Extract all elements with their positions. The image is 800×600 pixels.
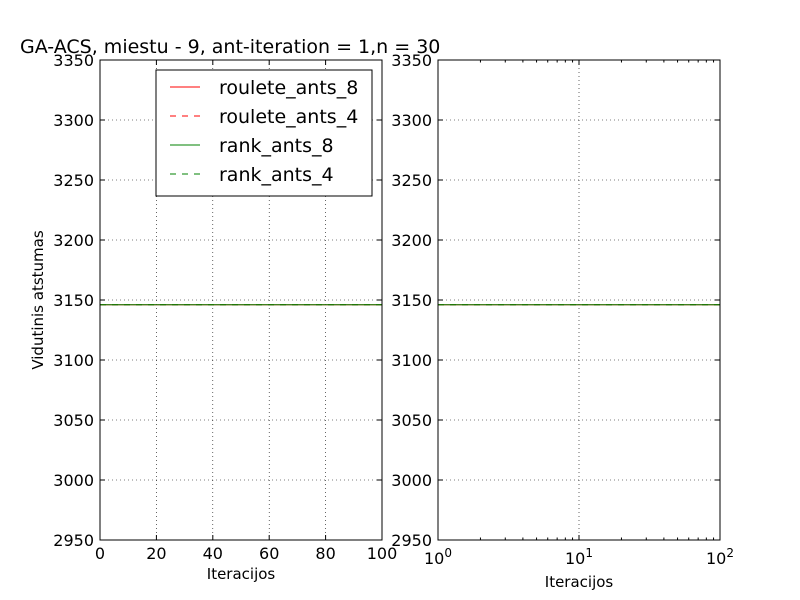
left-y-tick-label: 2950 xyxy=(53,531,94,550)
chart-title: GA-ACS, miestu - 9, ant-iteration = 1,n … xyxy=(20,36,440,58)
right-y-tick-label: 2950 xyxy=(391,531,432,550)
right-y-tick-label: 3050 xyxy=(391,411,432,430)
right-y-tick-label: 3250 xyxy=(391,171,432,190)
left-y-tick-label: 3350 xyxy=(53,51,94,70)
left-y-tick-label: 3150 xyxy=(53,291,94,310)
left-x-tick-label: 60 xyxy=(259,544,279,563)
left-y-tick-label: 3050 xyxy=(53,411,94,430)
left-x-tick-label: 20 xyxy=(146,544,166,563)
legend-label-0: roulete_ants_8 xyxy=(219,77,358,99)
right-y-tick-label: 3350 xyxy=(391,51,432,70)
left-panel: 2950 3000 3050 3100 3150 3200 3250 3300 3350 0 20 4… xyxy=(29,51,397,583)
right-y-tick-label: 3300 xyxy=(391,111,432,130)
right-y-tick-label: 3150 xyxy=(391,291,432,310)
legend-label-2: rank_ants_8 xyxy=(219,135,334,157)
left-x-tick-label: 80 xyxy=(315,544,335,563)
left-x-tick-label: 0 xyxy=(95,544,105,563)
right-y-tick-label: 3200 xyxy=(391,231,432,250)
right-y-tick-label: 3100 xyxy=(391,351,432,370)
left-x-tick-label: 100 xyxy=(367,544,398,563)
legend-box xyxy=(155,69,373,197)
legend-label-3: rank_ants_4 xyxy=(219,164,334,186)
left-y-tick-label: 3300 xyxy=(53,111,94,130)
right-panel: 2950 3000 3050 3100 3150 3200 3250 3300 3350 100 1… xyxy=(391,51,734,591)
left-x-tick-label: 40 xyxy=(203,544,223,563)
right-x-tick-label: 101 xyxy=(565,546,593,568)
right-x-tick-label: 102 xyxy=(706,546,734,568)
left-y-tick-label: 3200 xyxy=(53,231,94,250)
left-y-tick-label: 3100 xyxy=(53,351,94,370)
left-y-tick-label: 3250 xyxy=(53,171,94,190)
legend: roulete_ants_8 roulete_ants_4 rank_ants_8r… xyxy=(155,69,373,197)
right-x-tick-label: 100 xyxy=(424,546,452,568)
right-y-tick-label: 3000 xyxy=(391,471,432,490)
legend-label-1: roulete_ants_4 xyxy=(219,106,358,128)
right-x-axis-label: Iteracijos xyxy=(545,573,614,591)
left-y-axis-label: Vidutinis atstumas xyxy=(29,230,47,370)
left-x-axis-label: Iteracijos xyxy=(207,565,276,583)
left-axes-frame xyxy=(99,59,383,541)
left-y-tick-label: 3000 xyxy=(53,471,94,490)
right-axes-frame xyxy=(437,59,721,541)
